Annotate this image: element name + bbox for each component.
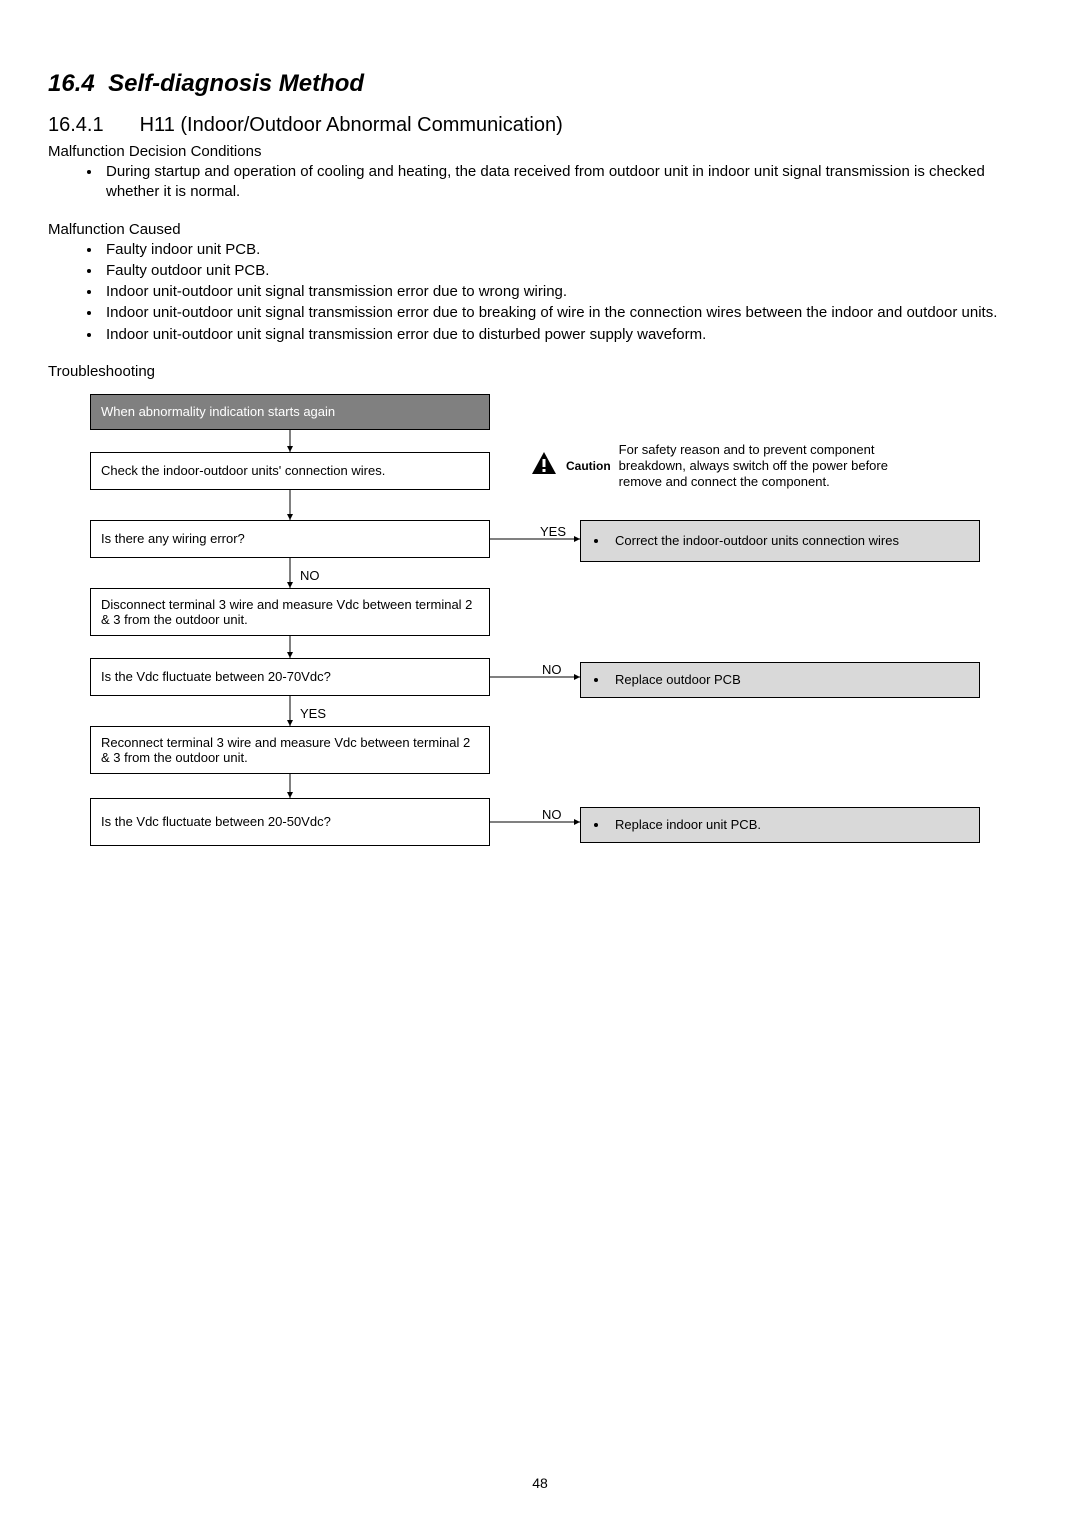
flow-step1: Check the indoor-outdoor units' connecti… xyxy=(90,452,490,490)
flow-step4-text: Is the Vdc fluctuate between 20-70Vdc? xyxy=(101,669,331,684)
flow-step1-text: Check the indoor-outdoor units' connecti… xyxy=(101,463,385,478)
list-item: Faulty outdoor unit PCB. xyxy=(102,261,1032,281)
section-title: 16.4 Self-diagnosis Method xyxy=(48,70,1032,98)
subsection-title: 16.4.1 H11 (Indoor/Outdoor Abnormal Commu… xyxy=(48,114,1032,137)
flow-step4: Is the Vdc fluctuate between 20-70Vdc? xyxy=(90,658,490,696)
flow-result2-text: Replace outdoor PCB xyxy=(609,672,741,687)
section-name: Self-diagnosis Method xyxy=(108,70,364,97)
flow-step3-text: Disconnect terminal 3 wire and measure V… xyxy=(101,597,479,627)
list-item: Indoor unit-outdoor unit signal transmis… xyxy=(102,282,1032,302)
mdc-list: During startup and operation of cooling … xyxy=(48,162,1032,203)
list-item: Indoor unit-outdoor unit signal transmis… xyxy=(102,325,1032,345)
subsection-number: 16.4.1 xyxy=(48,114,104,137)
label-yes-2: YES xyxy=(300,706,326,721)
list-item: During startup and operation of cooling … xyxy=(102,162,1032,203)
flow-result3-text: Replace indoor unit PCB. xyxy=(609,817,761,832)
flow-result1-text: Correct the indoor-outdoor units connect… xyxy=(609,533,899,548)
mc-list: Faulty indoor unit PCB. Faulty outdoor u… xyxy=(48,240,1032,345)
flow-start: When abnormality indication starts again xyxy=(90,394,490,430)
flow-step6-text: Is the Vdc fluctuate between 20-50Vdc? xyxy=(101,814,331,829)
flow-step2: Is there any wiring error? xyxy=(90,520,490,558)
page-number: 48 xyxy=(0,1475,1080,1491)
mc-heading: Malfunction Caused xyxy=(48,221,1032,238)
label-no-1: NO xyxy=(300,568,320,583)
flow-start-text: When abnormality indication starts again xyxy=(101,404,335,419)
label-no-3: NO xyxy=(542,807,562,822)
flow-step2-text: Is there any wiring error? xyxy=(101,531,245,546)
section-number: 16.4 xyxy=(48,70,95,97)
troubleshooting-heading: Troubleshooting xyxy=(48,363,1032,380)
flow-result1: Correct the indoor-outdoor units connect… xyxy=(580,520,980,562)
flowchart: Caution For safety reason and to prevent… xyxy=(90,394,1032,914)
label-no-2: NO xyxy=(542,662,562,677)
flow-step5: Reconnect terminal 3 wire and measure Vd… xyxy=(90,726,490,774)
caution-icon xyxy=(530,450,558,483)
caution-text: For safety reason and to prevent compone… xyxy=(619,442,889,491)
caution-label: Caution xyxy=(566,459,611,473)
flow-step6: Is the Vdc fluctuate between 20-50Vdc? xyxy=(90,798,490,846)
flow-step3: Disconnect terminal 3 wire and measure V… xyxy=(90,588,490,636)
flow-result2: Replace outdoor PCB xyxy=(580,662,980,698)
label-yes-1: YES xyxy=(540,524,566,539)
flow-result3: Replace indoor unit PCB. xyxy=(580,807,980,843)
caution-block: Caution For safety reason and to prevent… xyxy=(530,442,889,491)
flow-step5-text: Reconnect terminal 3 wire and measure Vd… xyxy=(101,735,479,765)
list-item: Faulty indoor unit PCB. xyxy=(102,240,1032,260)
list-item: Indoor unit-outdoor unit signal transmis… xyxy=(102,303,1032,323)
subsection-name: H11 (Indoor/Outdoor Abnormal Communicati… xyxy=(140,114,563,136)
mdc-heading: Malfunction Decision Conditions xyxy=(48,143,1032,160)
